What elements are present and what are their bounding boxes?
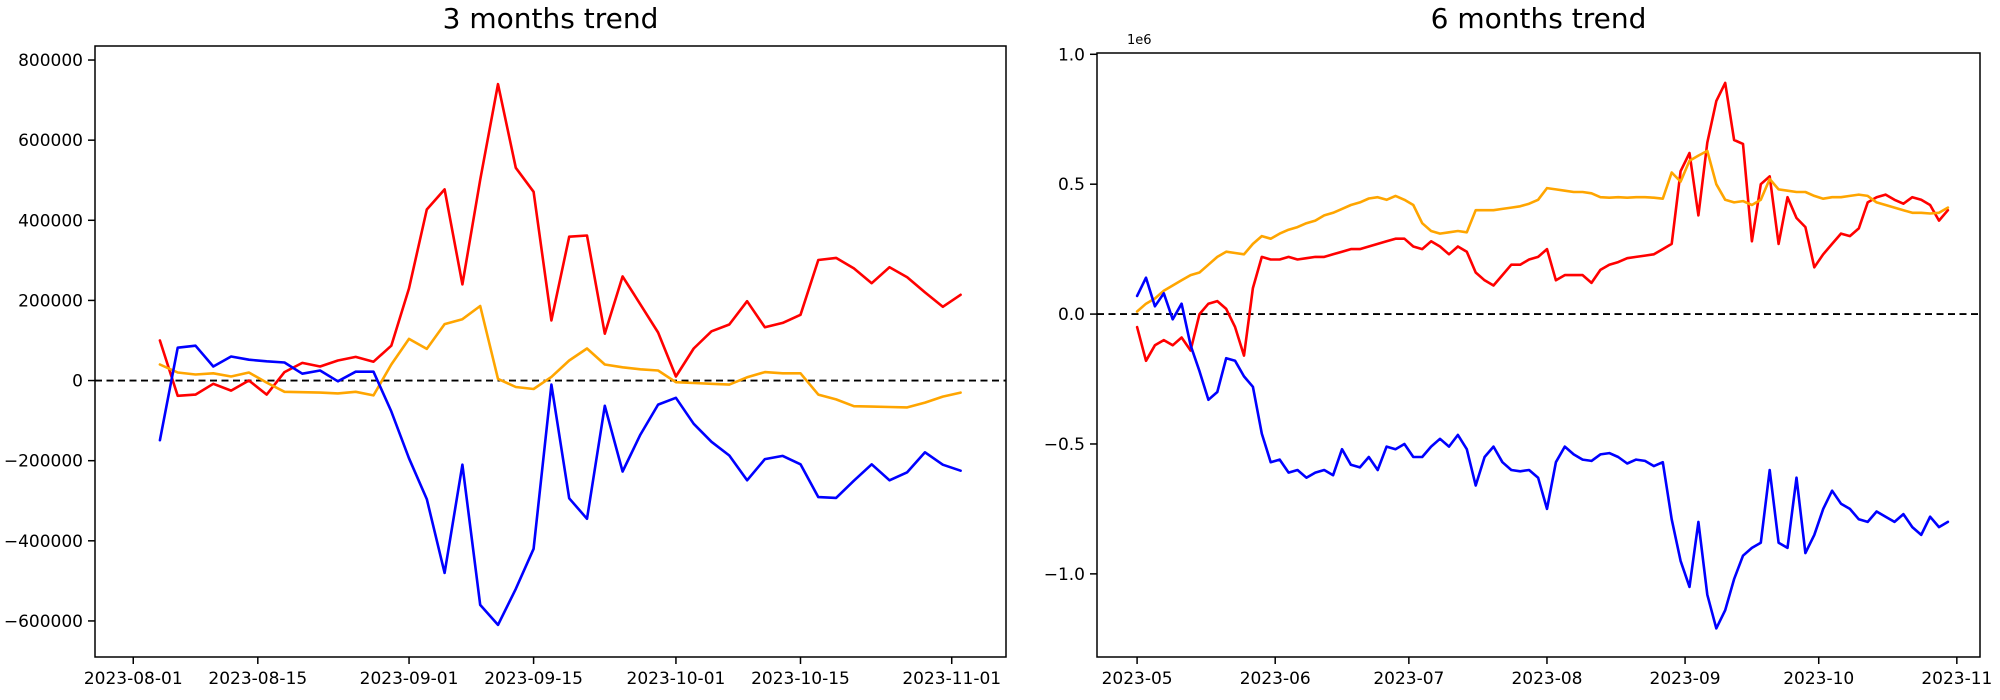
x-tick-label: 2023-08-15 (208, 669, 307, 689)
y-tick-label: 400000 (18, 211, 83, 231)
x-tick-label: 2023-11 (1921, 669, 1992, 689)
x-tick-label: 2023-09-15 (484, 669, 583, 689)
series-red-line (158, 82, 962, 398)
chart-title-6-months: 6 months trend (1430, 2, 1647, 35)
x-tick-label: 2023-05 (1102, 669, 1173, 689)
y-tick-label: 800000 (18, 51, 83, 71)
y-tick-label: −1.0 (1044, 565, 1085, 585)
y-tick-label: −600000 (4, 612, 83, 632)
series-blue-line (158, 344, 962, 627)
x-tick-label: 2023-08-01 (84, 669, 183, 689)
y-tick-label: 200000 (18, 291, 83, 311)
x-tick-label: 2023-09 (1650, 669, 1721, 689)
series-orange-line (158, 304, 962, 409)
y-tick-label: 1.0 (1058, 45, 1085, 65)
y-axis-offset-label: 1e6 (1127, 33, 1152, 48)
series-orange-line (1135, 149, 1950, 313)
plot-border (1096, 52, 1981, 658)
chart-title-3-months: 3 months trend (442, 2, 659, 35)
x-tick-label: 2023-06 (1240, 669, 1311, 689)
x-tick-label: 2023-10 (1783, 669, 1854, 689)
y-tick-label: 0.0 (1058, 305, 1085, 325)
series-blue-line (1135, 276, 1950, 630)
x-tick-label: 2023-08 (1511, 669, 1582, 689)
x-tick-label: 2023-09-01 (360, 669, 459, 689)
y-tick-label: −400000 (4, 532, 83, 552)
y-tick-label: 0 (72, 372, 83, 392)
y-tick-label: −200000 (4, 452, 83, 472)
x-tick-label: 2023-11-01 (902, 669, 1001, 689)
x-tick-label: 2023-10-01 (627, 669, 726, 689)
x-tick-label: 2023-07 (1373, 669, 1444, 689)
series-red-line (1135, 81, 1950, 363)
y-tick-label: −0.5 (1044, 435, 1085, 455)
y-tick-label: 0.5 (1058, 175, 1085, 195)
x-tick-label: 2023-10-15 (751, 669, 850, 689)
y-tick-label: 600000 (18, 131, 83, 151)
plot-border (94, 45, 1007, 658)
